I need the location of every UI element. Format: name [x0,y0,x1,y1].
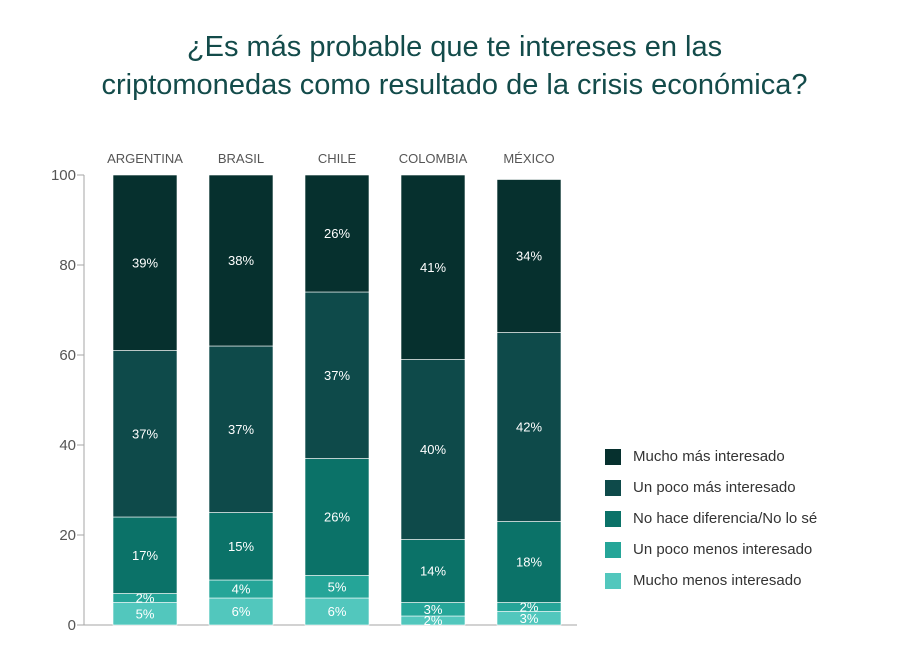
legend-swatch [605,479,621,496]
legend-item: No hace diferencia/No lo sé [605,503,817,534]
bar-segment [112,174,178,351]
category-label: ARGENTINA [107,151,183,166]
chart-bars [112,174,562,626]
y-tick-label: 40 [59,437,76,454]
bar-segment [208,512,274,581]
bar-segment [208,174,274,347]
data-label: 14% [420,564,446,579]
bar-segment [304,291,370,459]
legend-swatch [605,541,621,558]
legend-item: Mucho menos interesado [605,565,817,596]
data-label: 2% [136,591,155,606]
data-label: 2% [424,613,443,628]
data-label: 42% [516,420,542,435]
bar-segment [400,539,466,603]
legend-label: Un poco más interesado [633,479,796,496]
bar-segment [304,458,370,576]
bar-segment [208,345,274,513]
data-label: 39% [132,255,158,270]
category-label: CHILE [318,151,357,166]
y-tick-label: 100 [51,167,76,184]
data-label: 5% [136,606,155,621]
category-label: COLOMBIA [399,151,468,166]
bar-segment [400,359,466,540]
legend-item: Mucho más interesado [605,441,817,472]
legend-label: Un poco menos interesado [633,541,813,558]
legend-label: No hace diferencia/No lo sé [633,510,818,527]
bar-segment [496,179,562,333]
data-label: 3% [424,602,443,617]
chart-data-labels: 5%2%17%37%39%6%4%15%37%38%6%5%26%37%26%2… [132,226,542,628]
legend-label: Mucho menos interesado [633,572,802,589]
bar-segment [112,516,178,594]
bar-segment [304,174,370,293]
data-label: 3% [520,611,539,626]
legend-swatch [605,510,621,527]
data-label: 5% [328,579,347,594]
y-tick-label: 80 [59,257,76,274]
data-label: 37% [324,368,350,383]
data-label: 17% [132,548,158,563]
bar-segment [208,597,274,626]
y-tick-label: 20 [59,527,76,544]
bar-segment [112,350,178,518]
bar-segment [496,521,562,603]
legend-label: Mucho más interesado [633,448,785,465]
data-label: 37% [132,426,158,441]
data-label: 38% [228,253,254,268]
data-label: 41% [420,260,446,275]
bar-segment [496,332,562,522]
category-label: MÉXICO [503,151,554,166]
legend-swatch [605,448,621,465]
legend-swatch [605,572,621,589]
chart-title-line-2: criptomonedas como resultado de la crisi… [101,69,808,101]
chart-title: ¿Es más probable que te intereses en las… [0,28,909,104]
chart-axes: 0 20 40 60 80 100 ARGENTINA BRASIL CHILE COLOMBIA… [51,151,577,634]
legend-item: Un poco menos interesado [605,534,817,565]
data-label: 37% [228,422,254,437]
data-label: 40% [420,442,446,457]
data-label: 6% [232,604,251,619]
data-label: 34% [516,249,542,264]
data-label: 26% [324,226,350,241]
data-label: 4% [232,582,251,597]
data-label: 15% [228,539,254,554]
y-tick-label: 0 [68,617,76,634]
bar-segment [304,597,370,626]
data-label: 18% [516,555,542,570]
bar-segment [400,174,466,360]
data-label: 2% [520,600,539,615]
chart-legend: Mucho más interesado Un poco más interesa… [605,441,817,596]
y-tick-label: 60 [59,347,76,364]
category-label: BRASIL [218,151,264,166]
data-label: 26% [324,510,350,525]
legend-item: Un poco más interesado [605,472,817,503]
data-label: 6% [328,604,347,619]
chart-title-line-1: ¿Es más probable que te intereses en las [186,31,723,63]
